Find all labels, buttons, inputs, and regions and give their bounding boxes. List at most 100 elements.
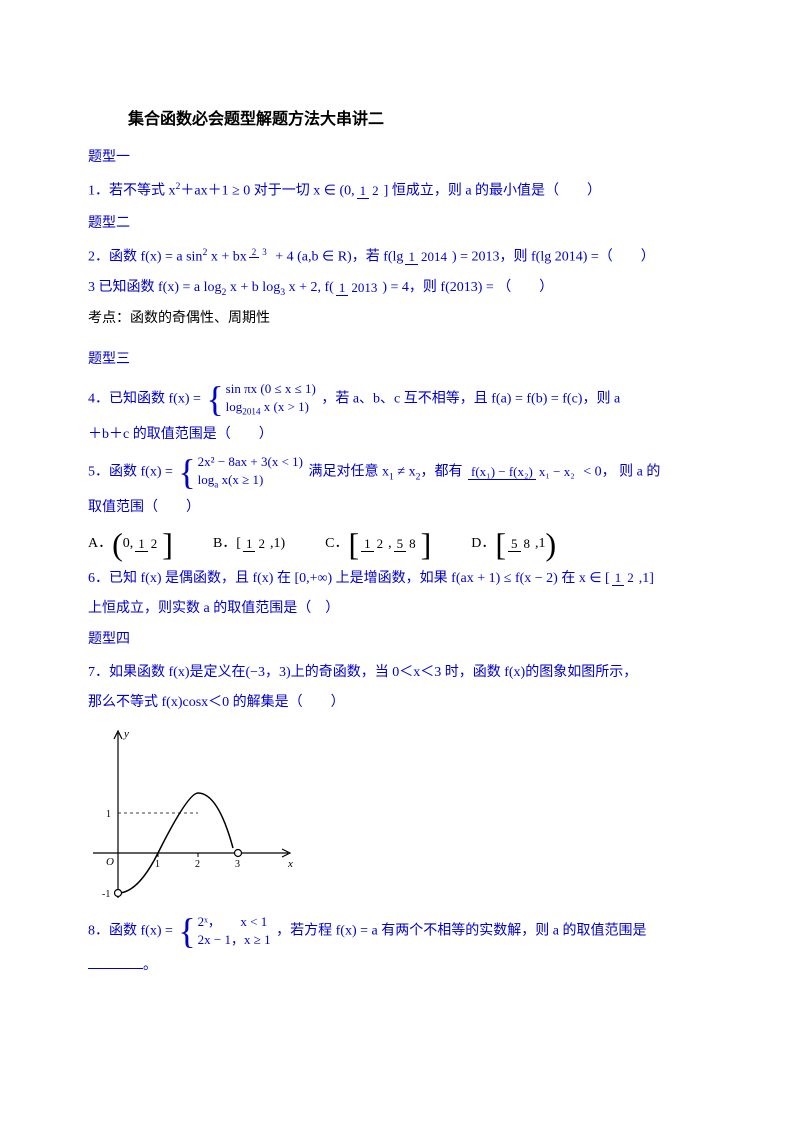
frac-num: 1: [612, 570, 625, 586]
frac-den: 8: [406, 536, 419, 551]
opt-a-label: A．: [88, 531, 112, 558]
p4-case1: sin πx (0 ≤ x ≤ 1): [226, 380, 316, 398]
problem-5: 5．函数 f(x) = { 2x² − 8ax + 3(x < 1) loga …: [88, 453, 705, 492]
frac-num: 5: [508, 536, 521, 552]
bracket-icon: [: [495, 528, 506, 560]
problem-4: 4．已知函数 f(x) = { sin πx (0 ≤ x ≤ 1) log20…: [88, 380, 705, 419]
frac-num: 1: [361, 536, 374, 552]
p3-d: ) = 4，则 f(2013) = （ ）: [382, 280, 553, 295]
problem-8-blank: 。: [88, 953, 705, 980]
p5-c: ≠ x: [394, 464, 416, 479]
graph-figure: y x O 1 2 3 1 -1: [88, 723, 705, 903]
note-1: 考点：函数的奇偶性、周期性: [88, 306, 705, 333]
p5-frac: f(x₁) − f(x₂)x₁ − x₂: [468, 465, 578, 479]
problem-3: 3 已知函数 f(x) = a log2 x + b log3 x + 2, f…: [88, 275, 705, 302]
p4-case2: log2014 x (x > 1): [226, 398, 316, 418]
p3-c: x + 2, f(: [285, 280, 334, 295]
p5c2b: x(x ≥ 1): [218, 472, 263, 487]
p6-b: ,1]: [639, 571, 654, 586]
p5c2a: log: [198, 472, 215, 487]
brace-icon: {: [178, 454, 195, 490]
p1-frac: 12: [357, 184, 382, 198]
opt-b: B．[12,1): [213, 528, 285, 560]
svg-text:3: 3: [235, 859, 240, 870]
p1-a: 1．若不等式 x: [88, 184, 176, 199]
p3-b: x + b log: [226, 280, 280, 295]
problem-4-cont: ＋b＋c 的取值范围是（ ）: [88, 422, 705, 449]
p8-c: 。: [143, 958, 157, 973]
p4-piecewise: { sin πx (0 ≤ x ≤ 1) log2014 x (x > 1): [206, 380, 315, 419]
p4-b: ，若 a、b、c 互不相等，且 f(a) = f(b) = f(c)，则 a: [321, 391, 620, 406]
problem-1: 1．若不等式 x2＋ax＋1 ≥ 0 对于一切 x ∈ (0,12] 恒成立，则…: [88, 178, 705, 205]
p2-c: + 4 (a,b ∈ R)，若 f(lg: [272, 249, 404, 264]
opt-a: A．(0,12]: [88, 528, 173, 560]
p6-frac: 12: [612, 571, 637, 585]
p8-case1: 2ˣ， x < 1: [198, 913, 271, 931]
opt-c: C．[12,58]: [325, 528, 431, 560]
frac-num: 2: [249, 247, 260, 258]
p2-a: 2．函数 f(x) = a sin: [88, 249, 202, 264]
p3-a: 3 已知函数 f(x) = a log: [88, 280, 222, 295]
bracket-icon: ]: [421, 528, 432, 560]
svg-text:O: O: [106, 856, 114, 868]
p8-b: ，若方程 f(x) = a 有两个不相等的实数解，则 a 的取值范围是: [276, 923, 646, 938]
frac-den: 2014: [418, 249, 450, 264]
problem-6-cont: 上恒成立，则实数 a 的取值范围是（ ）: [88, 596, 705, 623]
options-5: A．(0,12] B．[12,1) C．[12,58] D．[58,1): [88, 528, 705, 560]
frac-num: 1: [357, 183, 370, 199]
frac-num: 1: [336, 280, 349, 296]
frac-num: 1: [243, 536, 256, 552]
p5-case2: loga x(x ≥ 1): [198, 471, 303, 491]
p6-a: 6．已知 f(x) 是偶函数，且 f(x) 在 [0,+∞) 上是增函数，如果 …: [88, 571, 610, 586]
p5-piecewise: { 2x² − 8ax + 3(x < 1) loga x(x ≥ 1): [178, 453, 303, 492]
svg-text:1: 1: [155, 859, 160, 870]
section-3-header: 题型三: [88, 347, 705, 374]
p8-case2: 2x − 1，x ≥ 1: [198, 931, 271, 949]
svg-text:1: 1: [106, 809, 111, 820]
p4-a: 4．已知函数 f(x) =: [88, 391, 201, 406]
p2-d: ) = 2013，则 f(lg 2014) =（ ）: [452, 249, 655, 264]
p1-c: ] 恒成立，则 a 的最小值是（ ）: [384, 184, 601, 199]
opt-c-m: ,: [388, 531, 392, 558]
svg-text:x: x: [287, 858, 293, 870]
section-2-header: 题型二: [88, 211, 705, 238]
frac-den: 3: [259, 247, 270, 257]
frac-den: 2013: [348, 280, 380, 295]
frac-num: 5: [394, 536, 407, 552]
problem-8: 8．函数 f(x) = { 2ˣ， x < 1 2x − 1，x ≥ 1 ，若方…: [88, 913, 705, 949]
paren-icon: ): [546, 528, 557, 560]
p5-a: 5．函数 f(x) =: [88, 464, 173, 479]
problem-6: 6．已知 f(x) 是偶函数，且 f(x) 在 [0,+∞) 上是增函数，如果 …: [88, 566, 705, 593]
p4c2a: log: [226, 399, 243, 414]
brace-icon: {: [178, 913, 195, 949]
problem-5-cont: 取值范围（ ）: [88, 495, 705, 522]
frac-den: 8: [521, 536, 534, 551]
frac-den: x₁ − x₂: [536, 464, 578, 479]
frac-num: 1: [405, 249, 418, 265]
brace-icon: {: [206, 381, 223, 417]
opt-d-r: ,1: [535, 531, 546, 558]
svg-text:2: 2: [195, 859, 200, 870]
p8-a: 8．函数 f(x) =: [88, 923, 173, 938]
problem-2: 2．函数 f(x) = a sin2 x + bx23 + 4 (a,b ∈ R…: [88, 244, 705, 271]
p2-exp: 23: [247, 247, 272, 258]
opt-d: D．[58,1): [471, 528, 556, 560]
opt-d-label: D．: [471, 531, 495, 558]
svg-text:y: y: [123, 728, 129, 740]
p5-case1: 2x² − 8ax + 3(x < 1): [198, 453, 303, 471]
p3-frac: 12013: [336, 281, 381, 295]
bracket-icon: ]: [162, 528, 173, 560]
section-4-header: 题型四: [88, 627, 705, 654]
p4c2sub: 2014: [242, 406, 260, 416]
frac-den: 2: [369, 183, 382, 198]
frac-den: 2: [374, 536, 387, 551]
p5-b: 满足对任意 x: [309, 464, 390, 479]
p8-piecewise: { 2ˣ， x < 1 2x − 1，x ≥ 1: [178, 913, 270, 949]
frac-den: 2: [624, 570, 637, 585]
bracket-icon: [: [348, 528, 359, 560]
svg-text:-1: -1: [102, 889, 110, 900]
frac-den: 2: [148, 536, 161, 551]
opt-a-n: 0,: [123, 531, 134, 558]
blank-underline: [88, 956, 143, 970]
opt-c-label: C．: [325, 531, 348, 558]
